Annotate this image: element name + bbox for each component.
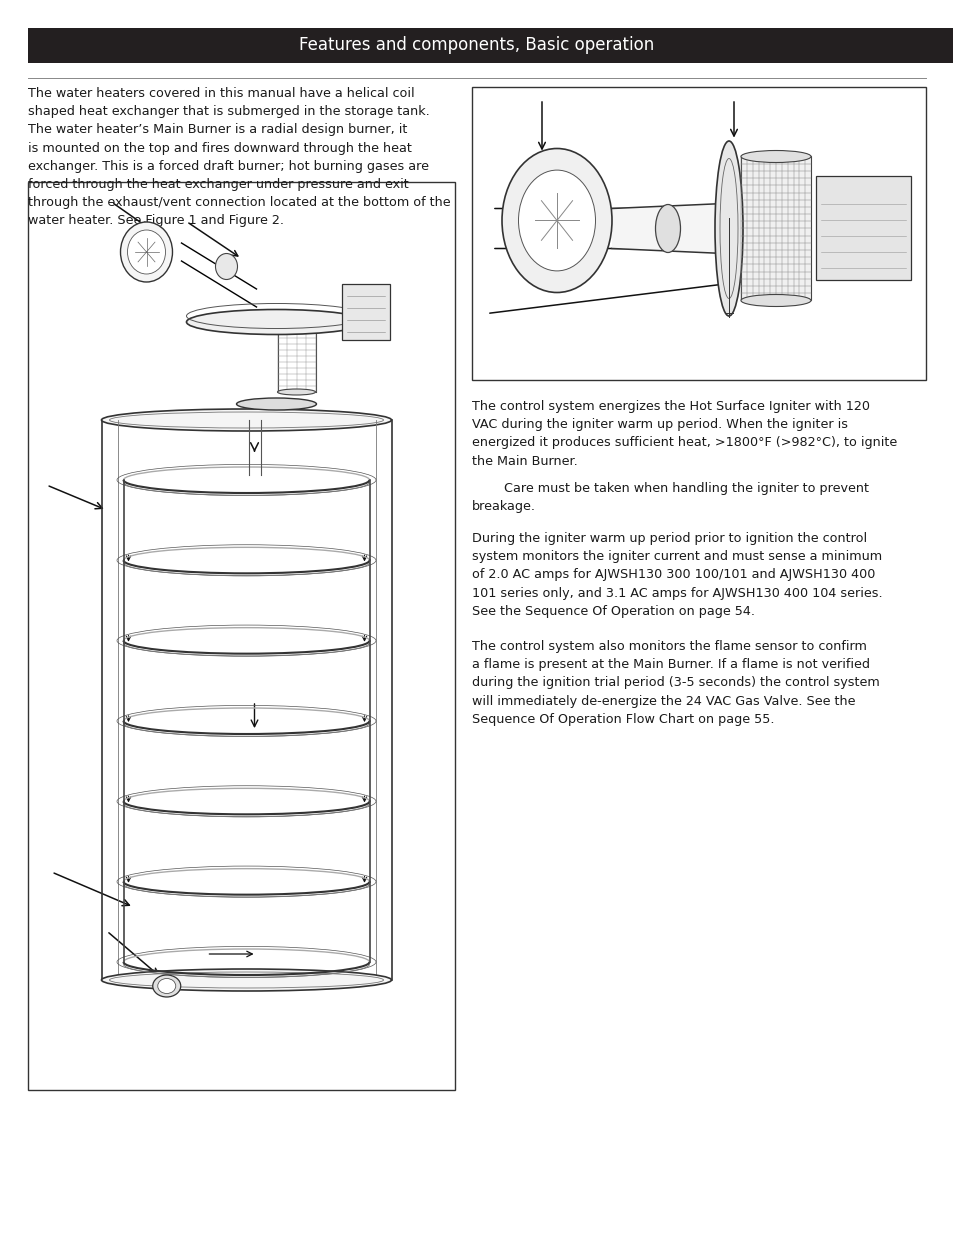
- Ellipse shape: [740, 151, 810, 163]
- Text: The control system energizes the Hot Surface Igniter with 120
VAC during the ign: The control system energizes the Hot Sur…: [472, 400, 897, 468]
- Polygon shape: [612, 204, 723, 253]
- Bar: [472, 86, 925, 380]
- Ellipse shape: [120, 222, 172, 282]
- Text: The control system also monitors the flame sensor to confirm
a flame is present : The control system also monitors the fla…: [472, 640, 879, 726]
- Ellipse shape: [236, 398, 316, 410]
- Bar: [28, 28, 953, 63]
- Text: During the igniter warm up period prior to ignition the control
system monitors : During the igniter warm up period prior …: [472, 532, 882, 618]
- Ellipse shape: [655, 205, 679, 252]
- Ellipse shape: [740, 294, 810, 306]
- Text: Features and components, Basic operation: Features and components, Basic operation: [299, 37, 654, 54]
- Ellipse shape: [101, 969, 391, 990]
- Ellipse shape: [501, 148, 612, 293]
- Bar: [740, 157, 810, 300]
- Bar: [28, 182, 455, 1091]
- Ellipse shape: [714, 141, 742, 316]
- Ellipse shape: [215, 253, 237, 279]
- Text: The water heaters covered in this manual have a helical coil
shaped heat exchang: The water heaters covered in this manual…: [28, 86, 450, 227]
- Ellipse shape: [518, 170, 595, 270]
- Ellipse shape: [277, 389, 315, 395]
- Ellipse shape: [157, 978, 175, 993]
- Ellipse shape: [101, 409, 391, 431]
- FancyBboxPatch shape: [341, 284, 389, 340]
- Ellipse shape: [128, 230, 165, 274]
- Bar: [815, 177, 910, 280]
- Ellipse shape: [186, 310, 366, 335]
- Ellipse shape: [152, 974, 180, 997]
- Text: Care must be taken when handling the igniter to prevent
breakage.: Care must be taken when handling the ign…: [472, 482, 868, 514]
